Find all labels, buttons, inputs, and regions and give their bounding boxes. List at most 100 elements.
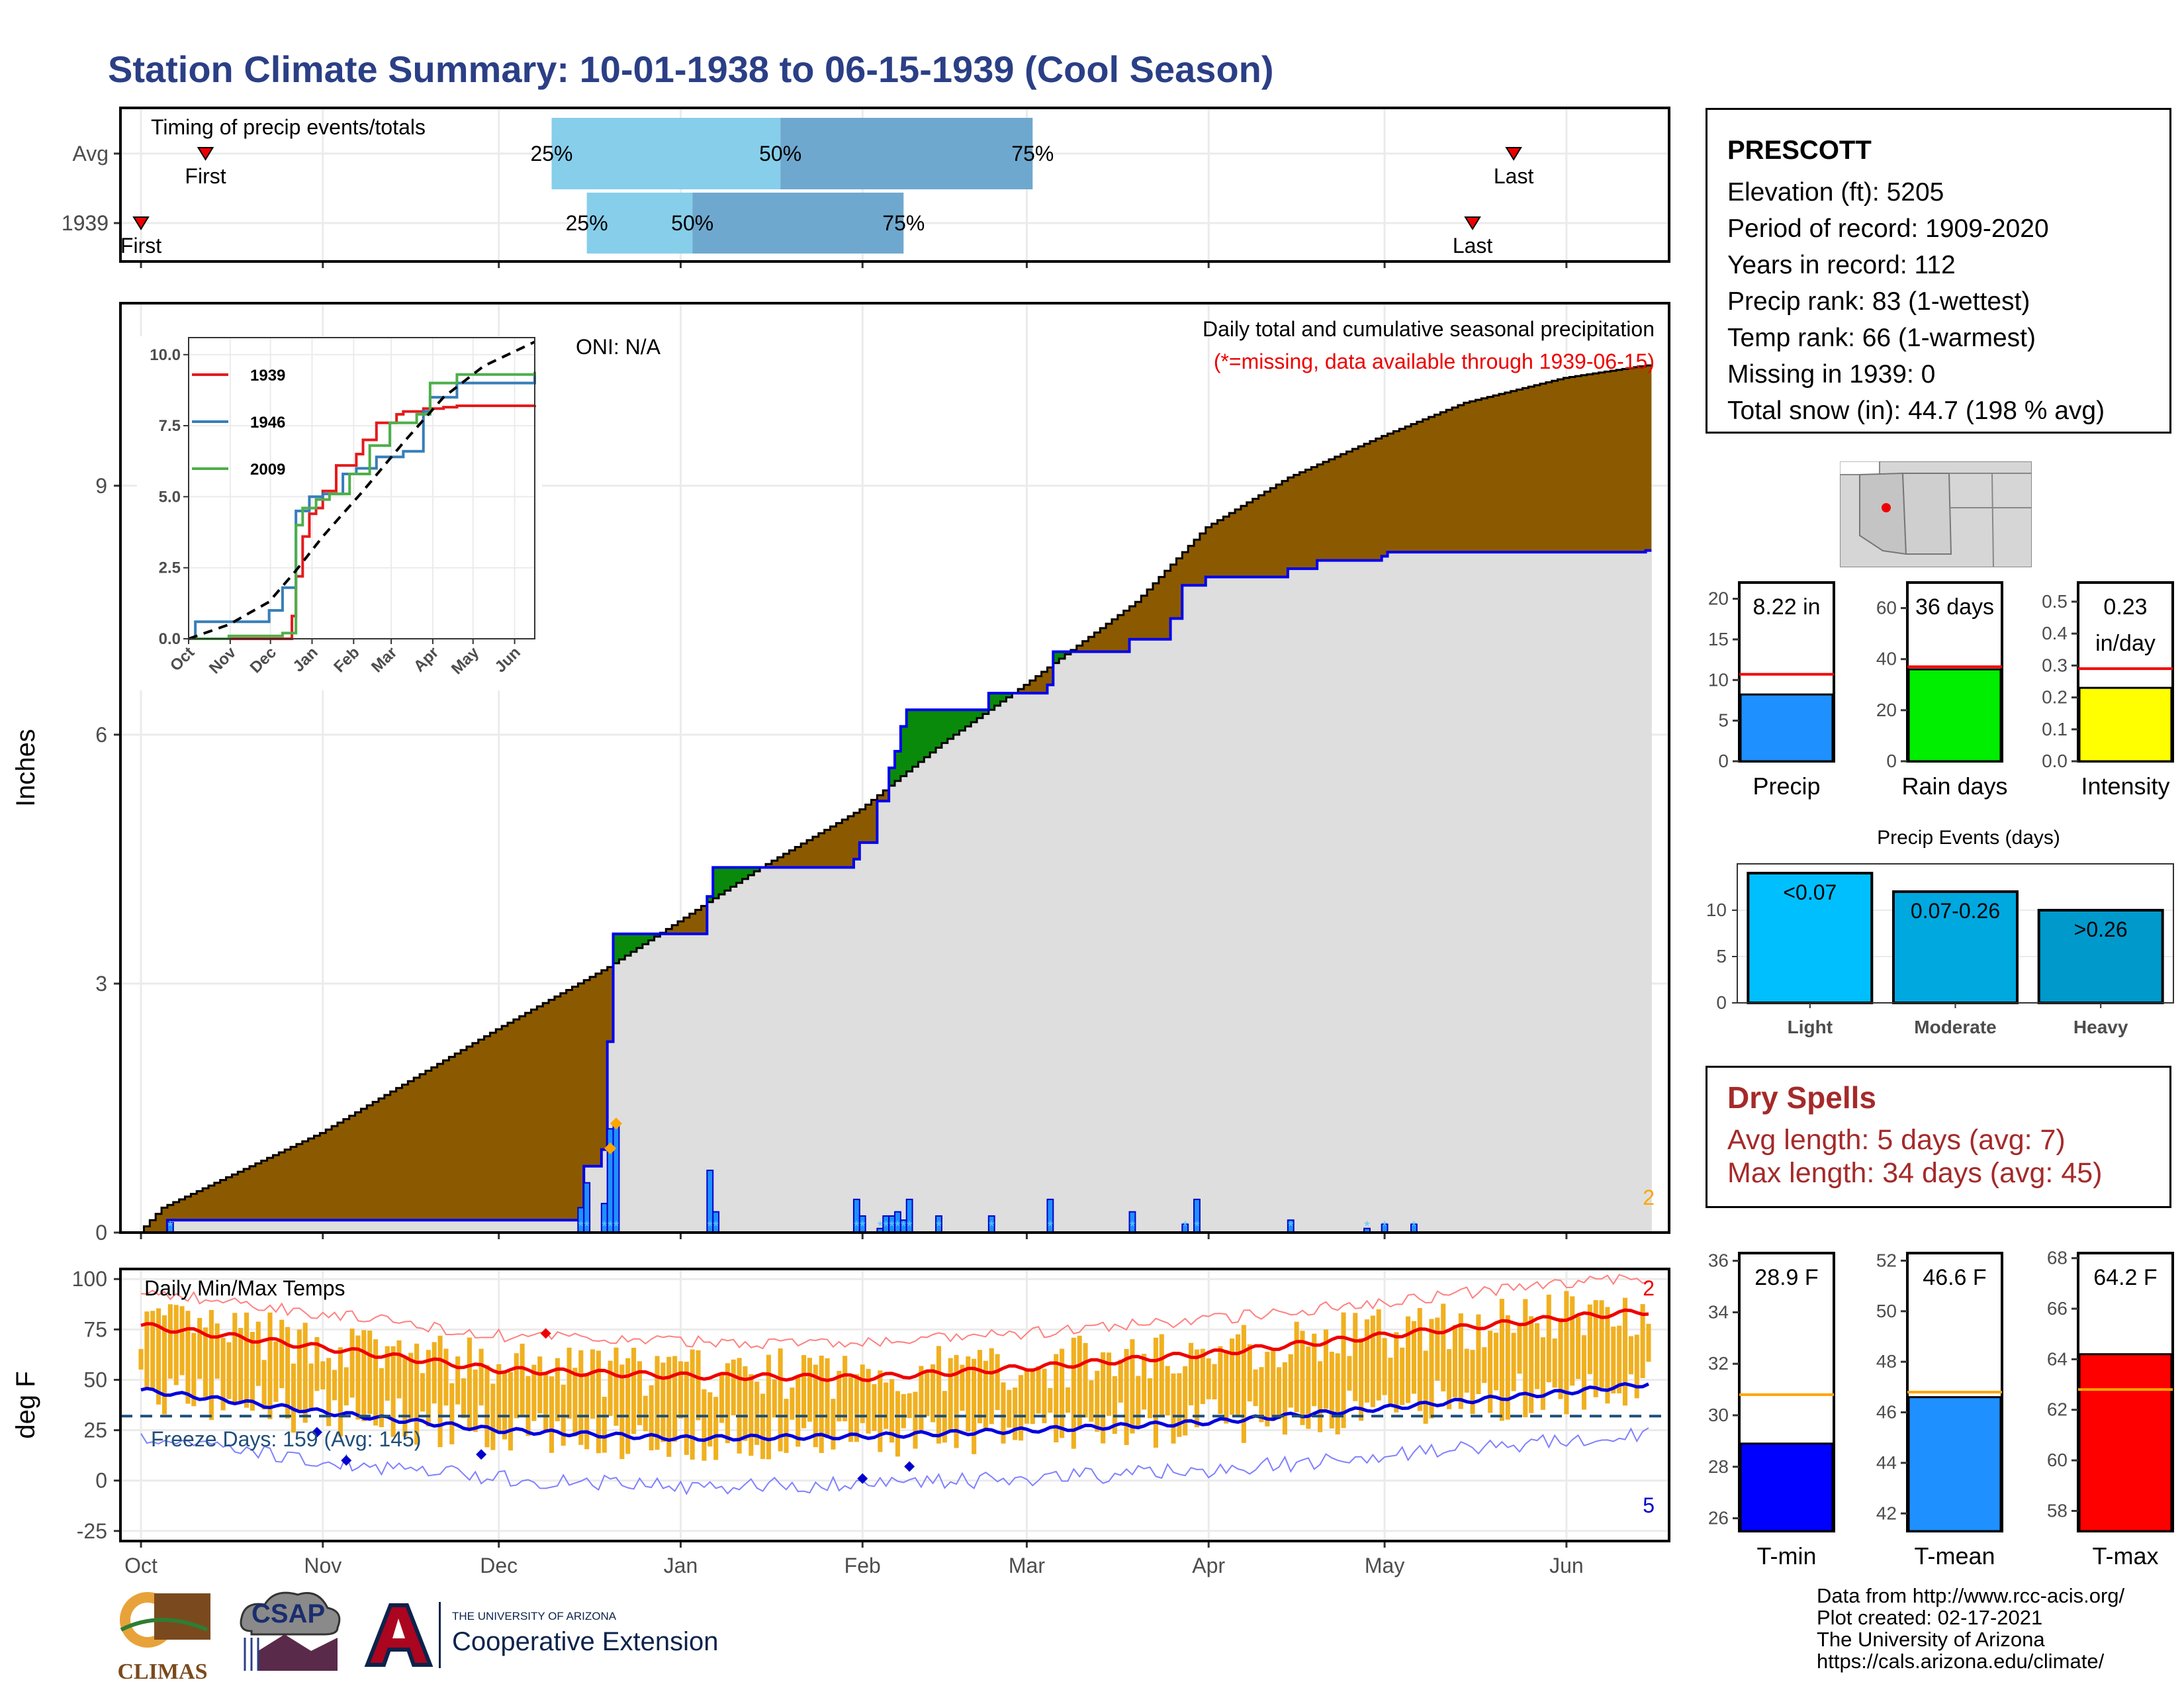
temp-daily-bar	[807, 1358, 813, 1422]
temp-daily-bar	[1200, 1348, 1205, 1405]
temp-x-tick-label: Mar	[1009, 1554, 1045, 1577]
temp-daily-bar	[1435, 1317, 1440, 1381]
temp-daily-bar	[760, 1393, 766, 1460]
temp-count-max: 2	[1643, 1276, 1655, 1300]
temp-daily-bar	[989, 1348, 994, 1425]
inset-legend-label: 1939	[250, 367, 285, 385]
temp-daily-bar	[326, 1358, 332, 1427]
temp-daily-bar	[936, 1346, 942, 1444]
precip-panel-border	[119, 302, 1670, 1234]
temp-daily-bar	[948, 1358, 953, 1431]
temp-daily-bar	[420, 1373, 426, 1412]
temp-daily-bar	[1617, 1325, 1622, 1393]
temp-daily-bar	[1359, 1338, 1364, 1421]
temp-daily-bar	[443, 1348, 449, 1406]
temp-daily-bar	[338, 1347, 343, 1437]
temp-daily-bar	[203, 1327, 208, 1397]
temp-daily-bar	[983, 1360, 988, 1429]
events-panel-border	[1737, 863, 2174, 1004]
temp-daily-bar	[161, 1315, 167, 1415]
temp-daily-bar	[1007, 1389, 1012, 1428]
temp-daily-bar	[1241, 1325, 1246, 1443]
gauge-bar	[1907, 1396, 2002, 1532]
temp-daily-bar	[1194, 1349, 1200, 1428]
precip-surplus-mark	[988, 693, 995, 710]
precip-surplus-mark	[748, 867, 754, 876]
temp-daily-bar	[197, 1317, 203, 1379]
temp-daily-bar	[778, 1348, 783, 1452]
temp-daily-bar	[1224, 1350, 1229, 1424]
precip-snow-icon: *	[989, 1218, 995, 1235]
precip-snow-icon: *	[1130, 1218, 1136, 1235]
temp-daily-bar	[743, 1366, 748, 1441]
inset-bg	[137, 336, 542, 690]
gauge-tick-label: 50	[1876, 1301, 1897, 1321]
temp-daily-bar	[302, 1323, 308, 1423]
temp-y-tick-label: -25	[77, 1519, 107, 1543]
temp-count-min: 5	[1643, 1493, 1655, 1517]
temp-panel-title: Daily Min/Max Temps	[144, 1276, 345, 1300]
temp-daily-bar	[643, 1395, 648, 1432]
timing-marker-icon	[1464, 216, 1481, 230]
events-y-tick-label: 10	[1706, 900, 1727, 920]
temp-daily-bar	[496, 1364, 502, 1431]
temp-daily-bar	[1564, 1291, 1569, 1415]
temp-daily-bar	[1364, 1319, 1370, 1403]
precip-surplus-mark	[713, 867, 719, 898]
temp-daily-bar	[1230, 1338, 1235, 1415]
temp-daily-bar	[1048, 1387, 1053, 1413]
temp-daily-bar	[1335, 1353, 1340, 1434]
temp-daily-bar	[966, 1356, 971, 1432]
precip-snow-icon: *	[167, 1218, 173, 1235]
precip-surplus-mark	[971, 710, 978, 723]
temp-daily-bar	[919, 1366, 924, 1430]
precip-snow-icon: *	[1194, 1218, 1200, 1235]
temp-daily-bar	[907, 1393, 912, 1419]
events-category-label: Light	[1788, 1017, 1833, 1037]
precip-oni-label: ONI: N/A	[576, 335, 661, 359]
timing-row-label: 1939	[62, 211, 109, 235]
temp-daily-bar	[1077, 1335, 1082, 1429]
precip-surplus-mark	[918, 710, 925, 763]
temp-daily-bar	[702, 1389, 707, 1461]
temp-daily-bar	[954, 1354, 959, 1448]
temp-daily-bar	[895, 1391, 900, 1457]
temp-daily-bar	[1499, 1299, 1504, 1421]
temp-daily-bar	[308, 1363, 314, 1411]
temp-daily-bar	[349, 1329, 355, 1398]
gauge-tick-label: 34	[1708, 1301, 1729, 1322]
precip-legend-title: Daily total and cumulative seasonal prec…	[1203, 317, 1655, 341]
temp-daily-bar	[1452, 1325, 1458, 1397]
events-title: Precip Events (days)	[1877, 827, 2060, 849]
precip-surplus-mark	[959, 710, 966, 731]
precip-surplus-mark	[977, 710, 983, 718]
temp-daily-bar	[408, 1352, 414, 1421]
temp-daily-bar	[255, 1321, 261, 1386]
temp-daily-bar	[1329, 1351, 1334, 1429]
temp-daily-bar	[1476, 1314, 1481, 1395]
temp-daily-bar	[232, 1313, 238, 1404]
temp-daily-bar	[279, 1319, 285, 1389]
precip-snow-icon: *	[1182, 1218, 1188, 1235]
temp-daily-bar	[1300, 1331, 1305, 1425]
temp-daily-bar	[1036, 1366, 1041, 1414]
precip-snow-icon: *	[860, 1218, 866, 1235]
temp-daily-bar	[150, 1311, 156, 1389]
temp-daily-bar	[772, 1379, 777, 1418]
temp-daily-bar	[1323, 1329, 1329, 1409]
gauge-tick-label: 0.0	[2042, 751, 2068, 771]
temp-daily-bar	[467, 1337, 472, 1431]
precip-snow-icon: *	[907, 1218, 913, 1235]
gauge-tick-label: 10	[1708, 669, 1729, 690]
precip-y-axis-label: Inches	[11, 729, 40, 807]
temp-daily-bar	[931, 1364, 936, 1423]
timing-bar-q25-q50	[551, 118, 781, 189]
station-missing: Missing in 1939: 0	[1727, 360, 1936, 389]
precip-surplus-mark	[619, 933, 625, 960]
temp-daily-bar	[1142, 1354, 1147, 1410]
temp-daily-bar	[1218, 1346, 1223, 1415]
temp-daily-bar	[390, 1346, 396, 1437]
precip-surplus-mark	[754, 867, 760, 872]
temp-daily-bar	[837, 1370, 842, 1422]
